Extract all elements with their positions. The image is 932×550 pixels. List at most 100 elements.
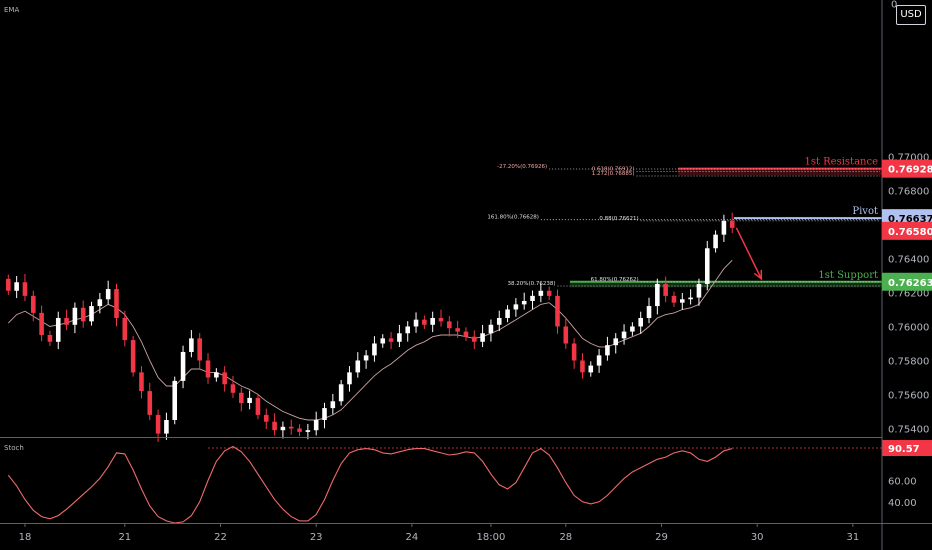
candle — [571, 343, 577, 361]
level-price-label: 0.76637 — [888, 214, 932, 225]
candle — [205, 360, 211, 378]
candle — [39, 312, 44, 335]
fib-label: 161.80%(0.76628) — [487, 215, 539, 221]
price-tick-label: 0 — [891, 0, 897, 10]
candle — [30, 295, 36, 313]
candle — [338, 384, 344, 402]
candle — [546, 290, 552, 296]
price-tick-label: 0.76000 — [888, 322, 929, 333]
candle — [696, 283, 702, 298]
stoch-tick-label: 60.00 — [888, 477, 917, 488]
fib-label: 61.80%(0.76262) — [591, 277, 639, 283]
candle — [563, 326, 569, 344]
candle — [355, 360, 361, 373]
stoch-indicator-label[interactable]: Stoch — [4, 444, 24, 452]
candle — [455, 328, 460, 332]
candle — [422, 319, 427, 325]
candle — [280, 426, 286, 431]
level-name: Pivot — [852, 206, 878, 217]
time-tick-label: 18 — [19, 532, 32, 543]
stoch-value-label: 90.57 — [888, 444, 920, 455]
candle — [114, 289, 119, 318]
stoch-tick-label: 40.00 — [888, 498, 917, 509]
fib-label: 1.272(0.76885) — [592, 171, 635, 177]
candle — [130, 340, 136, 373]
level-name: 1st Resistance — [804, 157, 878, 168]
candle — [580, 360, 585, 373]
level-name: 1st Support — [818, 270, 878, 281]
price-tick-label: 0.76800 — [888, 186, 929, 197]
candle — [488, 324, 494, 334]
candle — [6, 278, 11, 291]
price-tick-label: 0.76400 — [888, 254, 929, 265]
candle — [471, 336, 477, 342]
fib-label: 38.20%(0.76238) — [507, 281, 555, 287]
candle — [521, 300, 527, 305]
candle — [322, 408, 327, 420]
candle — [596, 355, 602, 366]
candle — [688, 297, 693, 300]
stoch-value-tag — [882, 440, 932, 457]
candle — [655, 283, 660, 307]
price-tick-label: 0.75400 — [888, 424, 929, 435]
price-tick-label: 0.75600 — [888, 390, 929, 401]
level-price-label: 0.76263 — [888, 278, 932, 289]
time-tick-label: 22 — [214, 532, 227, 543]
candle — [713, 234, 718, 249]
ema-line — [7, 259, 733, 421]
candle — [538, 290, 544, 296]
time-tick-label: 18:00 — [477, 532, 506, 543]
time-tick-label: 21 — [118, 532, 131, 543]
currency-button[interactable]: USD — [896, 5, 926, 25]
last-price-tag — [882, 221, 932, 240]
candle — [139, 372, 144, 392]
candle — [630, 326, 635, 332]
candle — [463, 331, 469, 337]
projection-arrow — [735, 227, 763, 281]
candle — [263, 414, 269, 422]
candle — [47, 334, 53, 342]
level-price-tag — [882, 159, 932, 178]
stoch-pane: 60.00 40.00 90.57 — [7, 440, 932, 524]
candle — [313, 419, 319, 431]
candle — [613, 338, 619, 346]
candle — [64, 317, 69, 325]
candle — [272, 421, 277, 431]
candle — [363, 355, 369, 361]
candle — [55, 317, 61, 342]
candle — [247, 397, 252, 403]
fib-label: 0.88(0.76621) — [599, 216, 638, 222]
ema-indicator-label[interactable]: EMA — [4, 6, 20, 14]
arrow-shaft — [735, 227, 763, 280]
candle — [105, 289, 111, 300]
candle — [147, 391, 153, 415]
candle — [680, 299, 685, 303]
candle — [646, 306, 652, 318]
candle — [197, 338, 202, 361]
time-tick-label: 23 — [310, 532, 323, 543]
time-tick-label: 29 — [655, 532, 668, 543]
candle — [372, 343, 377, 356]
candle — [505, 309, 510, 318]
candle — [347, 372, 352, 385]
candle — [555, 295, 560, 327]
candle — [122, 317, 128, 341]
fib-label: -27.20%(0.76926) — [497, 164, 547, 170]
candle — [496, 317, 502, 325]
candle — [305, 430, 311, 432]
time-tick-label: 28 — [559, 532, 572, 543]
candle — [239, 392, 244, 403]
candle — [172, 380, 178, 420]
stoch-line — [7, 445, 733, 524]
candle — [189, 338, 194, 352]
level-price-label: 0.76928 — [888, 165, 932, 176]
candle — [671, 295, 677, 303]
candle — [380, 338, 386, 344]
candle — [638, 317, 643, 327]
time-tick-label: 24 — [406, 532, 419, 543]
time-tick-label: 30 — [751, 532, 764, 543]
candle — [288, 426, 294, 429]
candle — [447, 321, 452, 329]
